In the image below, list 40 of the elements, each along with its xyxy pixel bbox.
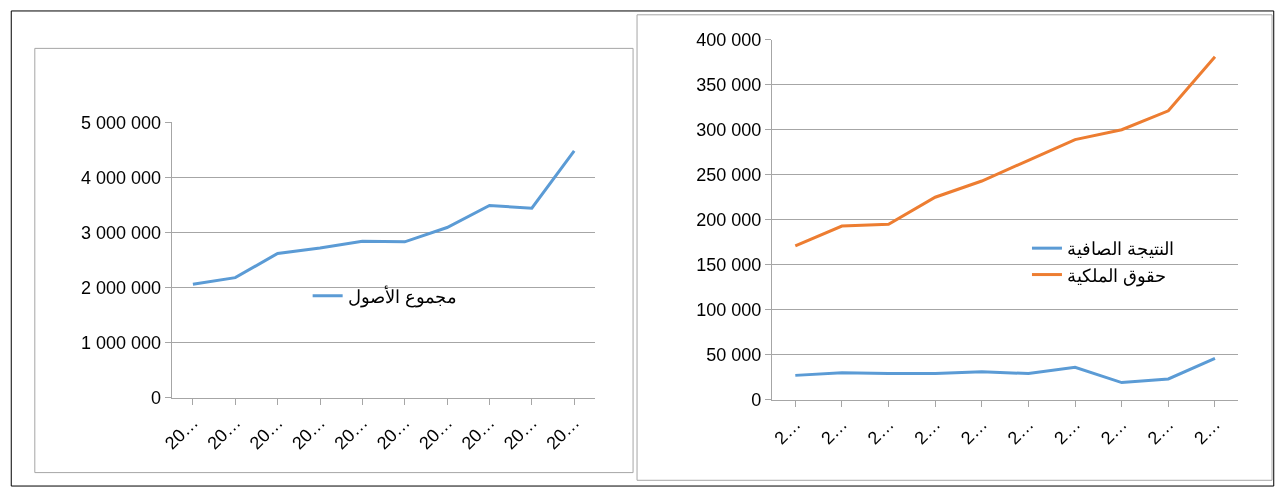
x-tick-label: 2… (817, 414, 852, 449)
x-tick-label: 20… (245, 412, 287, 454)
line-series (191, 149, 576, 286)
x-tick-label: 2… (1143, 414, 1178, 449)
x-tick-label: 20… (499, 412, 542, 454)
x-tick-label: 2… (1096, 414, 1131, 449)
y-tick-label: 400 000 (696, 30, 762, 51)
x-tick-label: 20… (161, 412, 203, 454)
x-tick-label: 2… (1190, 414, 1225, 449)
y-tick-label: 0 (151, 388, 162, 409)
y-tick-label: 50 000 (706, 344, 762, 365)
y-tick-label: 250 000 (696, 165, 762, 186)
y-tick-label: 3 000 000 (81, 222, 162, 243)
y-tick-label: 300 000 (696, 120, 762, 141)
x-tick-label: 2… (770, 414, 805, 449)
x-tick-label: 20… (457, 412, 499, 454)
y-tick-label: 2 000 000 (81, 277, 162, 298)
legend-label: النتيجة الصافية (1066, 239, 1174, 260)
y-tick-label: 150 000 (696, 254, 762, 275)
y-tick-label: 4 000 000 (81, 167, 162, 188)
y-tick-label: 200 000 (696, 210, 762, 230)
y-tick-label: 1 000 000 (81, 332, 162, 353)
x-tick-label: 20… (288, 412, 330, 454)
y-tick-label: 350 000 (696, 75, 762, 96)
x-tick-label: 2… (1003, 414, 1038, 449)
x-tick-label: 2… (1050, 414, 1085, 449)
x-tick-label: 2… (863, 414, 898, 449)
x-tick-label: 20… (415, 412, 457, 454)
x-tick-label: 20… (542, 412, 584, 454)
line-series (793, 356, 1217, 385)
legend-label: حقوق الملكية (1066, 265, 1166, 287)
x-tick-label: 20… (372, 412, 414, 454)
x-tick-label: 2… (910, 414, 945, 449)
x-tick-label: 20… (203, 412, 245, 454)
y-tick-label: 5 000 000 (81, 112, 162, 133)
y-tick-label: 100 000 (696, 299, 762, 320)
legend-label: مجموع الأصول (347, 284, 457, 308)
x-tick-label: 20… (330, 412, 372, 454)
x-tick-label: 2… (957, 414, 992, 449)
y-tick-label: 0 (751, 389, 762, 410)
